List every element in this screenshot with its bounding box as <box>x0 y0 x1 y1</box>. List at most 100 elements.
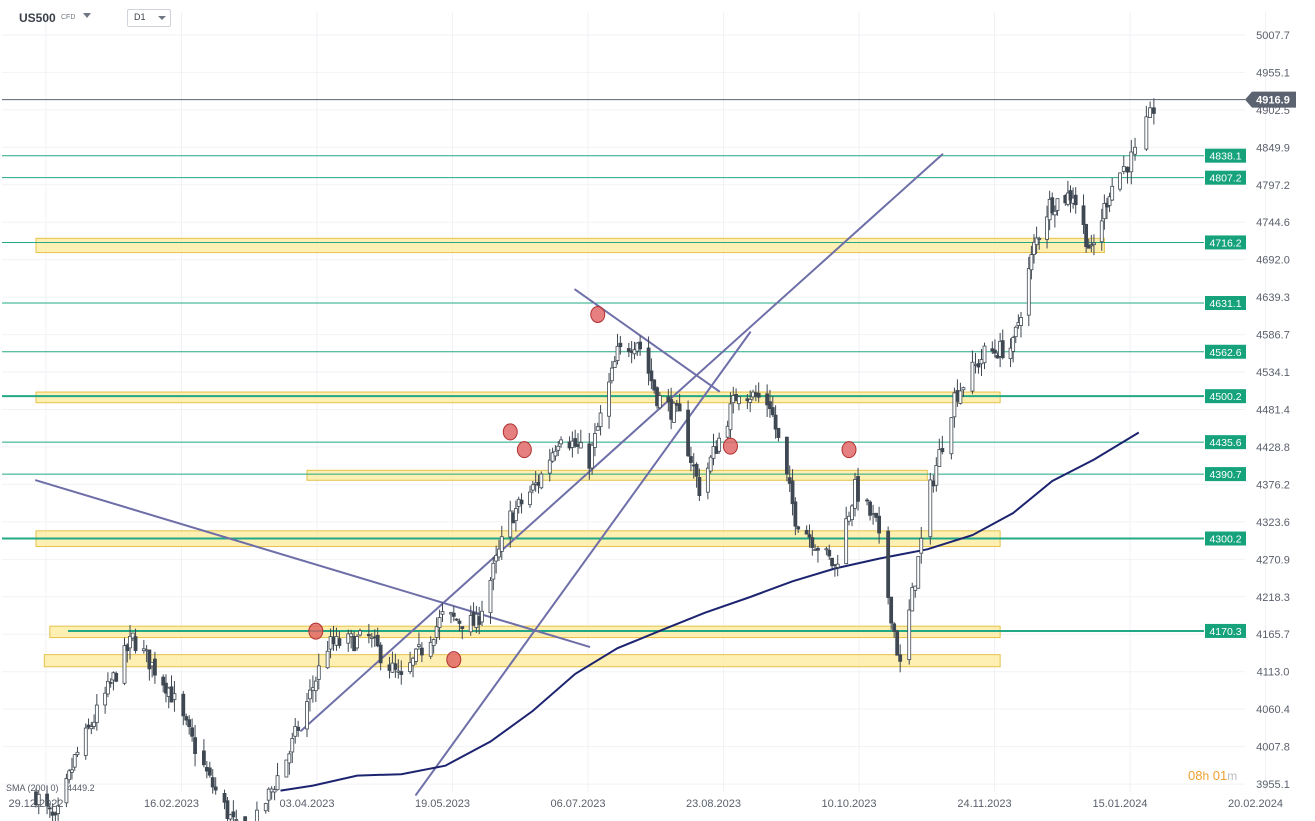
candle-body <box>513 508 518 522</box>
candle-body <box>225 800 230 819</box>
candle-body <box>89 726 94 730</box>
level-label-bg <box>1205 170 1246 185</box>
chevron-down-icon[interactable] <box>158 16 166 20</box>
candle-body <box>460 626 465 629</box>
candle-body <box>550 452 555 462</box>
time-axis[interactable]: 29.12.2022 16.02.2023 03.04.2023 19.05.2023… <box>8 798 1283 810</box>
indicator-legend[interactable]: SMA (200, 0) 4449.2 <box>6 783 95 793</box>
candle-body <box>1055 198 1060 211</box>
symbol-selector[interactable]: US500 <box>19 11 56 25</box>
countdown-minutes: 01 <box>1212 768 1228 783</box>
candle-body <box>103 692 108 706</box>
candle-body <box>652 379 657 391</box>
candle-body <box>1102 203 1107 220</box>
candle-body <box>290 738 295 753</box>
candle-body <box>1037 238 1042 240</box>
level-label: 4562.6 <box>1209 347 1241 359</box>
candle-body <box>850 505 854 521</box>
level-label-bg <box>1205 148 1246 163</box>
candle-body <box>958 390 963 404</box>
candle-body <box>491 562 496 580</box>
candle-body <box>607 381 611 417</box>
indicator-value: 4449.2 <box>67 783 95 793</box>
candle-body <box>638 341 643 350</box>
candle-body <box>181 693 186 717</box>
candle-body <box>94 704 99 723</box>
candle-body <box>892 623 897 632</box>
candle-body <box>612 361 617 368</box>
price-axis[interactable]: 5007.7 4955.1 4902.5 4849.9 4797.2 4744.6 4692… <box>1256 30 1290 791</box>
countdown-hours-unit: h <box>1202 769 1210 783</box>
touch-marker <box>841 441 857 459</box>
candle-body <box>877 515 882 534</box>
y-tick-label: 4113.0 <box>1257 667 1290 679</box>
touch-marker <box>308 622 324 640</box>
candle-body <box>488 579 493 614</box>
y-tick-label: 4586.7 <box>1256 330 1290 342</box>
x-tick-label: 06.07.2023 <box>550 798 605 810</box>
timeframe-selector[interactable]: D1 <box>127 9 171 27</box>
candle-body <box>122 645 127 684</box>
candle-body <box>64 778 69 804</box>
candle-body <box>919 537 924 554</box>
candle-body <box>508 510 513 538</box>
candle-body <box>871 513 875 515</box>
candle-body <box>898 654 903 662</box>
candle-body <box>598 412 603 428</box>
candle-body <box>910 587 915 612</box>
candle-body <box>480 610 484 623</box>
candle-body <box>316 665 321 680</box>
candle-body <box>414 648 418 662</box>
candle-body <box>677 403 682 412</box>
candle-body <box>207 767 212 776</box>
touch-marker <box>590 305 606 323</box>
y-tick-label: 4428.8 <box>1256 442 1290 454</box>
candle-body <box>804 529 809 535</box>
touch-marker <box>502 423 518 441</box>
candle-body <box>375 634 380 647</box>
candle-body <box>646 347 651 374</box>
candle-body <box>830 557 834 567</box>
level-label: 4300.2 <box>1209 534 1241 546</box>
y-tick-label: 5007.7 <box>1256 30 1290 42</box>
candle-body <box>528 491 532 506</box>
candle-body <box>868 501 872 516</box>
candle-body <box>705 467 710 493</box>
chevron-down-icon[interactable] <box>83 13 91 18</box>
y-tick-label: 3955.1 <box>1256 779 1290 791</box>
candle-body <box>632 349 637 355</box>
candle-body <box>578 442 583 449</box>
candle-countdown: 08h 01m <box>1188 768 1237 783</box>
candle-body <box>961 387 966 391</box>
candle-body <box>593 433 597 448</box>
x-tick-label: 24.11.2023 <box>957 798 1011 810</box>
candle-body <box>346 633 351 644</box>
y-tick-label: 4270.9 <box>1256 554 1290 566</box>
candle-body <box>408 662 412 673</box>
candle-body <box>153 658 157 676</box>
candle-body <box>955 390 960 402</box>
x-tick-label: 03.04.2023 <box>279 798 334 810</box>
candle-body <box>1029 254 1034 271</box>
candle-body <box>128 635 132 649</box>
candle-body <box>266 788 271 801</box>
candle-body <box>618 342 623 348</box>
candle-body <box>355 636 359 649</box>
candle-body <box>1151 107 1156 114</box>
current-price-tag <box>1245 91 1296 108</box>
countdown-hours: 08 <box>1188 768 1203 783</box>
candle-body <box>949 417 954 455</box>
y-tick-label: 4218.3 <box>1256 592 1290 604</box>
candle-body <box>928 479 933 538</box>
candle-body <box>36 793 41 805</box>
candle-body <box>590 444 595 469</box>
candle-body <box>573 438 578 447</box>
candle-body <box>305 701 309 730</box>
candle-body <box>378 644 383 664</box>
candle-body <box>686 409 690 457</box>
candle-body <box>243 816 248 821</box>
candle-body <box>1032 241 1036 255</box>
candle-body <box>231 811 236 818</box>
candle-body <box>1073 194 1078 206</box>
